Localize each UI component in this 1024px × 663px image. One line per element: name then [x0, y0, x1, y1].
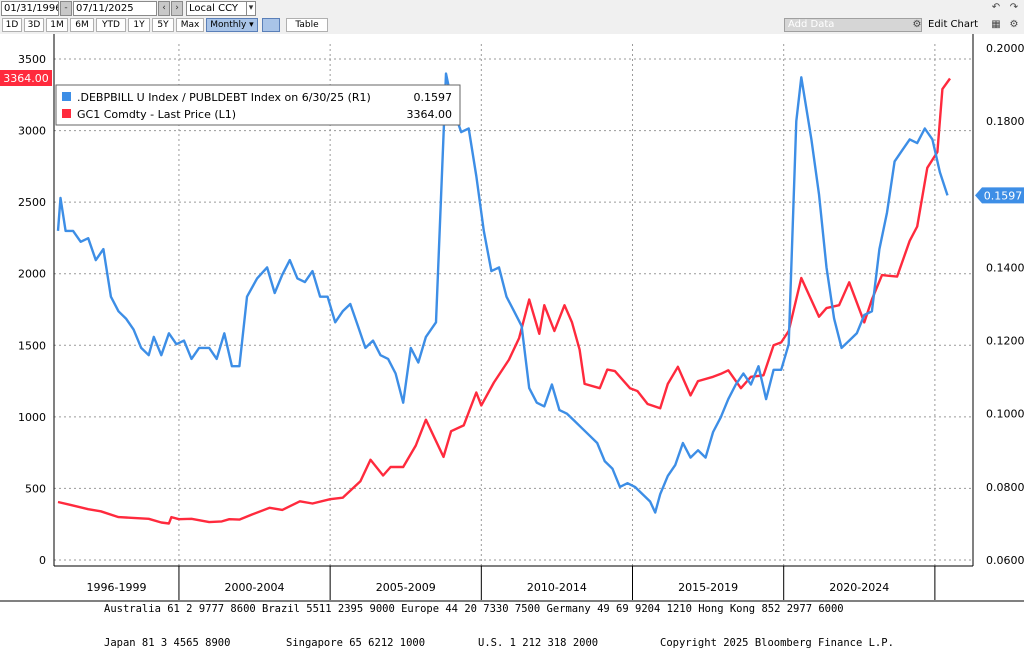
x-axis-label: 1996-1999	[86, 581, 146, 594]
x-axis-label: 2005-2009	[376, 581, 436, 594]
legend-swatch	[62, 109, 71, 118]
redo-icon[interactable]: ↷	[1009, 2, 1019, 13]
frequency-select[interactable]: Monthly ▾	[206, 18, 258, 32]
end-date-input[interactable]: 07/11/2025	[73, 1, 157, 16]
legend[interactable]: .DEBPBILL U Index / PUBLDEBT Index on 6/…	[55, 84, 461, 126]
left-axis-tick-label: 1000	[18, 411, 46, 424]
right-axis-tick-label: 0.2000	[986, 42, 1024, 55]
footer-us: U.S. 1 212 318 2000	[478, 637, 599, 649]
right-axis-tick-label: 0.0600	[986, 554, 1024, 567]
chart-type-icon[interactable]: ▦	[991, 19, 1001, 30]
chart-style-swatch[interactable]	[262, 18, 280, 32]
edit-chart-button[interactable]: Edit Chart	[928, 19, 979, 30]
left-last-value-label: 3364.00	[3, 72, 49, 85]
footer-contacts: Australia 61 2 9777 8600 Brazil 5511 239…	[0, 602, 1024, 616]
range-button-1m[interactable]: 1M	[46, 18, 68, 32]
start-date-input[interactable]: 01/31/1996	[1, 1, 59, 16]
right-axis-tick-label: 0.1000	[986, 408, 1024, 421]
axes: 0 500 1000 1500 2000 2500 3000 3500 0.0600 0.0800…	[0, 34, 1024, 602]
right-axis-tick-label: 0.1200	[986, 335, 1024, 348]
range-button-3d[interactable]: 3D	[24, 18, 44, 32]
footer-japan: Japan 81 3 4565 8900	[104, 637, 231, 649]
legend-entry-value: 3364.00	[407, 108, 453, 121]
left-axis-tick-label: 3500	[18, 53, 46, 66]
left-axis-tick-label: 0	[39, 554, 46, 567]
legend-entry-label: GC1 Comdty - Last Price (L1)	[77, 108, 236, 121]
series-lines	[56, 72, 951, 525]
right-axis-tick-label: 0.1400	[986, 261, 1024, 274]
left-axis-tick-label: 1500	[18, 339, 46, 352]
add-data-input[interactable]: Add Data	[784, 18, 922, 32]
left-axis-tick-label: 2500	[18, 196, 46, 209]
footer-singapore: Singapore 65 6212 1000	[286, 637, 426, 649]
left-last-value-tag	[0, 70, 52, 86]
x-axis-label: 2010-2014	[527, 581, 587, 594]
footer-contacts-line2: Japan 81 3 4565 8900 Singapore 65 6212 1…	[0, 636, 1024, 650]
table-button[interactable]: Table	[286, 18, 328, 32]
range-button-6m[interactable]: 6M	[70, 18, 94, 32]
date-separator-icon: -	[60, 1, 72, 16]
bill-debt-ratio-line	[56, 72, 949, 514]
legend-swatch	[62, 92, 71, 101]
undo-icon[interactable]: ↶	[991, 2, 1001, 13]
settings-icon[interactable]: ⚙	[1009, 19, 1019, 30]
range-button-1y[interactable]: 1Y	[128, 18, 150, 32]
line-chart: 0 500 1000 1500 2000 2500 3000 3500 0.0600 0.0800…	[0, 34, 1024, 602]
gold-price-line	[57, 77, 951, 525]
x-axis-label: 2015-2019	[678, 581, 738, 594]
left-axis-tick-label: 2000	[18, 268, 46, 281]
legend-box	[55, 84, 461, 126]
right-axis-tick-label: 0.1800	[986, 115, 1024, 128]
range-button-ytd[interactable]: YTD	[96, 18, 126, 32]
right-last-value-tag	[975, 187, 1024, 204]
legend-entry-value: 0.1597	[414, 91, 453, 104]
right-axis-tick-label: 0.0800	[986, 481, 1024, 494]
chart-toolbar: 01/31/1996 - 07/11/2025 ‹ › Local CCY ▾ …	[0, 0, 1024, 34]
gear-icon[interactable]: ⚙	[912, 19, 922, 30]
legend-entry-label: .DEBPBILL U Index / PUBLDEBT Index on 6/…	[77, 91, 371, 104]
last-value-tags: 3364.00 0.1597	[0, 70, 1024, 204]
previous-arrow-icon[interactable]: ‹	[158, 1, 170, 16]
x-axis-label: 2000-2004	[225, 581, 285, 594]
left-axis-tick-label: 500	[25, 482, 46, 495]
next-arrow-icon[interactable]: ›	[171, 1, 183, 16]
range-button-1d[interactable]: 1D	[2, 18, 22, 32]
right-last-value-label: 0.1597	[984, 189, 1023, 202]
range-button-max[interactable]: Max	[176, 18, 204, 32]
left-axis-tick-label: 3000	[18, 125, 46, 138]
footer-contacts-line1: Australia 61 2 9777 8600 Brazil 5511 239…	[104, 603, 844, 615]
x-axis-label: 2020-2024	[829, 581, 889, 594]
range-button-5y[interactable]: 5Y	[152, 18, 174, 32]
currency-dropdown-icon[interactable]: ▾	[246, 1, 256, 16]
footer-copyright: Copyright 2025 Bloomberg Finance L.P.	[660, 637, 894, 649]
